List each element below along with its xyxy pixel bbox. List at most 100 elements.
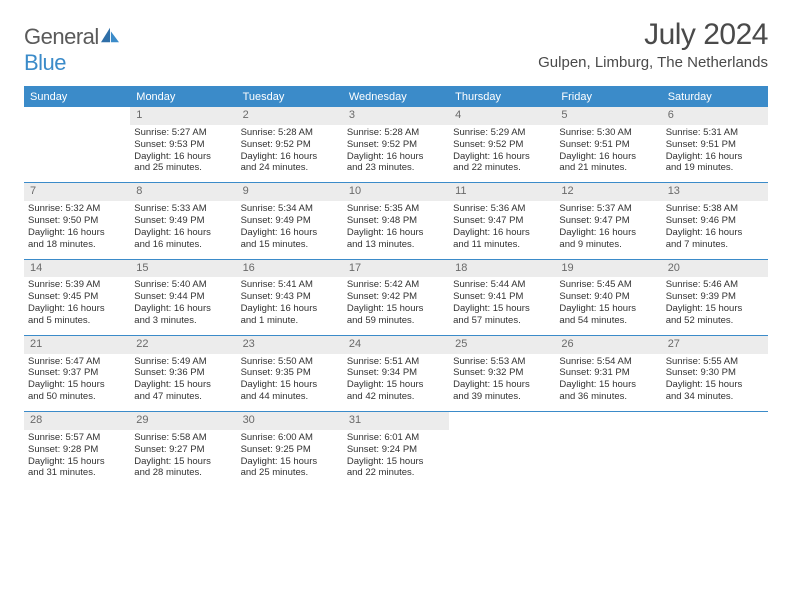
day-info-line: Sunrise: 5:58 AM xyxy=(134,432,232,444)
day-info-line: Sunrise: 5:50 AM xyxy=(241,356,339,368)
day-number: 16 xyxy=(237,259,343,277)
day-info-line: Sunrise: 5:38 AM xyxy=(666,203,764,215)
day-info-line: Sunrise: 5:32 AM xyxy=(28,203,126,215)
day-number: 8 xyxy=(130,183,236,201)
day-info-line: Sunset: 9:51 PM xyxy=(559,139,657,151)
day-cell: Sunrise: 5:30 AMSunset: 9:51 PMDaylight:… xyxy=(555,125,661,183)
day-number: 3 xyxy=(343,107,449,125)
day-info-line: Daylight: 16 hours xyxy=(347,227,445,239)
day-info-line: Daylight: 15 hours xyxy=(28,456,126,468)
logo-sail-icon xyxy=(99,26,121,44)
day-info-line: and 3 minutes. xyxy=(134,315,232,327)
day-number-row: 28293031 xyxy=(24,412,768,430)
day-info-line: Sunset: 9:53 PM xyxy=(134,139,232,151)
weekday-header: Thursday xyxy=(449,88,555,107)
location-text: Gulpen, Limburg, The Netherlands xyxy=(538,54,768,71)
month-title: July 2024 xyxy=(538,18,768,52)
day-cell: Sunrise: 6:01 AMSunset: 9:24 PMDaylight:… xyxy=(343,430,449,488)
day-info-line: and 25 minutes. xyxy=(241,467,339,479)
day-info-line: Daylight: 16 hours xyxy=(28,227,126,239)
day-info-line: Sunrise: 5:45 AM xyxy=(559,279,657,291)
day-info-line: Sunset: 9:40 PM xyxy=(559,291,657,303)
day-info-line: Daylight: 16 hours xyxy=(666,227,764,239)
day-info-line: Daylight: 15 hours xyxy=(559,379,657,391)
day-info-line: Sunrise: 5:30 AM xyxy=(559,127,657,139)
day-info-line: Sunset: 9:42 PM xyxy=(347,291,445,303)
day-info-line: and 52 minutes. xyxy=(666,315,764,327)
day-info-line: Sunrise: 5:40 AM xyxy=(134,279,232,291)
day-info-line: Daylight: 16 hours xyxy=(28,303,126,315)
day-number: 10 xyxy=(343,183,449,201)
day-number: 13 xyxy=(662,183,768,201)
day-info-line: Daylight: 16 hours xyxy=(347,151,445,163)
day-info-line: Daylight: 16 hours xyxy=(241,151,339,163)
day-number: 21 xyxy=(24,335,130,353)
day-info-line: Daylight: 15 hours xyxy=(241,379,339,391)
day-info-line: Sunset: 9:52 PM xyxy=(347,139,445,151)
weekday-header: Tuesday xyxy=(237,88,343,107)
day-info-line: and 22 minutes. xyxy=(347,467,445,479)
day-info-line: Sunrise: 5:39 AM xyxy=(28,279,126,291)
day-number: 6 xyxy=(662,107,768,125)
day-number: 14 xyxy=(24,259,130,277)
day-cell: Sunrise: 5:57 AMSunset: 9:28 PMDaylight:… xyxy=(24,430,130,488)
day-number: 27 xyxy=(662,335,768,353)
day-info-line: Daylight: 15 hours xyxy=(28,379,126,391)
day-info-line: and 34 minutes. xyxy=(666,391,764,403)
day-cell: Sunrise: 6:00 AMSunset: 9:25 PMDaylight:… xyxy=(237,430,343,488)
day-cell: Sunrise: 5:46 AMSunset: 9:39 PMDaylight:… xyxy=(662,277,768,335)
day-info-line: Sunset: 9:28 PM xyxy=(28,444,126,456)
day-content-row: Sunrise: 5:47 AMSunset: 9:37 PMDaylight:… xyxy=(24,354,768,412)
day-info-line: Sunrise: 5:42 AM xyxy=(347,279,445,291)
day-cell: Sunrise: 5:50 AMSunset: 9:35 PMDaylight:… xyxy=(237,354,343,412)
brand-name: GeneralBlue xyxy=(24,24,121,76)
day-info-line: Sunset: 9:48 PM xyxy=(347,215,445,227)
day-info-line: Sunrise: 5:31 AM xyxy=(666,127,764,139)
calendar-page: GeneralBlue July 2024 Gulpen, Limburg, T… xyxy=(0,0,792,506)
day-number: 9 xyxy=(237,183,343,201)
day-info-line: Daylight: 16 hours xyxy=(559,151,657,163)
day-info-line: Sunset: 9:51 PM xyxy=(666,139,764,151)
day-cell: Sunrise: 5:33 AMSunset: 9:49 PMDaylight:… xyxy=(130,201,236,259)
day-cell: Sunrise: 5:31 AMSunset: 9:51 PMDaylight:… xyxy=(662,125,768,183)
day-info-line: Sunset: 9:43 PM xyxy=(241,291,339,303)
day-info-line: Daylight: 15 hours xyxy=(347,456,445,468)
day-info-line: Daylight: 16 hours xyxy=(559,227,657,239)
weekday-header: Wednesday xyxy=(343,88,449,107)
day-cell: Sunrise: 5:35 AMSunset: 9:48 PMDaylight:… xyxy=(343,201,449,259)
day-number: 20 xyxy=(662,259,768,277)
day-info-line: Sunrise: 5:29 AM xyxy=(453,127,551,139)
day-number: 29 xyxy=(130,412,236,430)
day-number: 17 xyxy=(343,259,449,277)
day-number: 12 xyxy=(555,183,661,201)
day-number-row: 21222324252627 xyxy=(24,335,768,353)
day-info-line: and 24 minutes. xyxy=(241,162,339,174)
day-number xyxy=(662,412,768,430)
day-info-line: and 47 minutes. xyxy=(134,391,232,403)
day-cell: Sunrise: 5:28 AMSunset: 9:52 PMDaylight:… xyxy=(343,125,449,183)
calendar-table: Sunday Monday Tuesday Wednesday Thursday… xyxy=(24,88,768,488)
day-info-line: Daylight: 16 hours xyxy=(241,303,339,315)
day-info-line: Sunset: 9:49 PM xyxy=(134,215,232,227)
day-cell: Sunrise: 5:42 AMSunset: 9:42 PMDaylight:… xyxy=(343,277,449,335)
day-cell xyxy=(449,430,555,488)
day-info-line: and 23 minutes. xyxy=(347,162,445,174)
day-info-line: Sunset: 9:44 PM xyxy=(134,291,232,303)
day-info-line: Daylight: 15 hours xyxy=(453,379,551,391)
day-info-line: Sunset: 9:32 PM xyxy=(453,367,551,379)
day-number: 22 xyxy=(130,335,236,353)
day-info-line: Sunrise: 5:49 AM xyxy=(134,356,232,368)
day-number-row: 123456 xyxy=(24,107,768,125)
day-cell: Sunrise: 5:58 AMSunset: 9:27 PMDaylight:… xyxy=(130,430,236,488)
day-cell: Sunrise: 5:38 AMSunset: 9:46 PMDaylight:… xyxy=(662,201,768,259)
day-cell xyxy=(662,430,768,488)
day-info-line: Sunset: 9:39 PM xyxy=(666,291,764,303)
day-info-line: Daylight: 15 hours xyxy=(453,303,551,315)
day-info-line: and 44 minutes. xyxy=(241,391,339,403)
day-info-line: Sunset: 9:25 PM xyxy=(241,444,339,456)
day-info-line: Daylight: 16 hours xyxy=(241,227,339,239)
day-info-line: and 18 minutes. xyxy=(28,239,126,251)
day-cell: Sunrise: 5:44 AMSunset: 9:41 PMDaylight:… xyxy=(449,277,555,335)
day-number: 1 xyxy=(130,107,236,125)
day-number: 24 xyxy=(343,335,449,353)
